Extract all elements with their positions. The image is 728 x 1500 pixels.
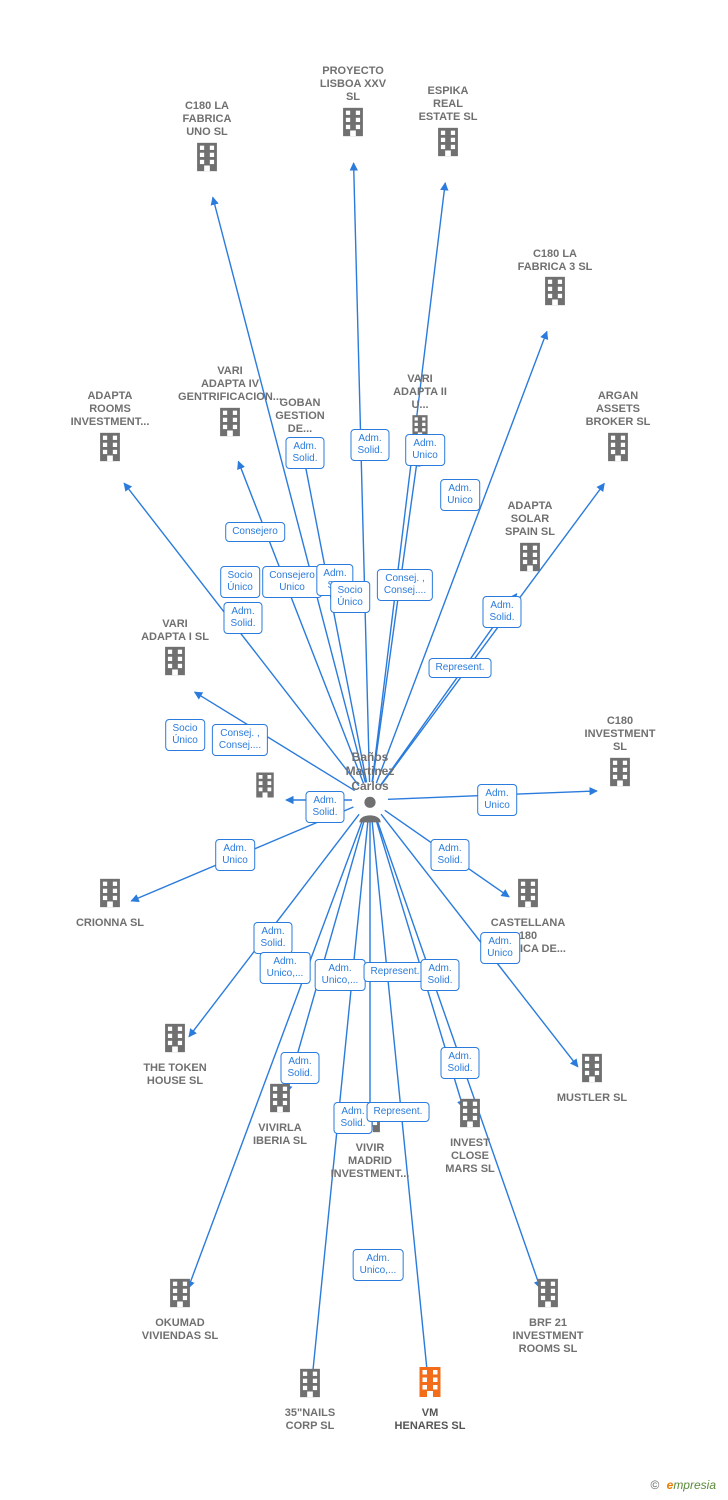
edge-label: Socio Único — [220, 566, 260, 598]
company-label: ADAPTA SOLAR SPAIN SL — [475, 500, 585, 540]
edge-label: Socio Único — [330, 581, 370, 613]
brand-rest: mpresia — [673, 1478, 716, 1492]
company-label: VARI ADAPTA I SL — [120, 618, 230, 644]
company-node[interactable]: VM HENARES SL — [375, 1364, 485, 1433]
footer-credit: © empresia — [650, 1478, 716, 1492]
edge-label: Adm. Unico — [477, 784, 517, 816]
company-label: MUSTLER SL — [537, 1092, 647, 1105]
building-icon — [511, 876, 545, 915]
company-node[interactable]: GOBAN GESTION DE... — [245, 395, 355, 437]
building-icon — [190, 140, 224, 179]
company-node[interactable]: VARI ADAPTA I SL — [120, 616, 230, 683]
company-label: ESPIKA REAL ESTATE SL — [393, 85, 503, 125]
building-icon — [93, 876, 127, 915]
building-icon — [293, 1366, 327, 1405]
edge-label: Represent. — [429, 658, 492, 678]
building-icon — [431, 125, 465, 164]
company-label: VM HENARES SL — [375, 1407, 485, 1433]
company-label: BRF 21 INVESTMENT ROOMS SL — [493, 1317, 603, 1357]
center-person-label: Baños Martinez Carlos — [325, 750, 415, 793]
edge-label: Adm. Unico — [215, 839, 255, 871]
building-icon — [93, 430, 127, 469]
edge-label: Adm. Unico — [480, 932, 520, 964]
company-label: PROYECTO LISBOA XXV SL — [298, 65, 408, 105]
building-icon — [336, 105, 370, 144]
company-node[interactable]: ADAPTA ROOMS INVESTMENT... — [55, 388, 165, 469]
edge-label: Consej. , Consej.... — [212, 724, 268, 756]
company-node[interactable]: THE TOKEN HOUSE SL — [120, 1021, 230, 1088]
company-label: GOBAN GESTION DE... — [245, 397, 355, 437]
building-icon — [575, 1051, 609, 1090]
company-label: 35"NAILS CORP SL — [255, 1407, 365, 1433]
edge-label: Adm. Unico,... — [260, 952, 311, 984]
building-icon — [158, 644, 192, 683]
company-label: INVEST CLOSE MARS SL — [415, 1137, 525, 1177]
company-label: OKUMAD VIVIENDAS SL — [125, 1317, 235, 1343]
company-label: THE TOKEN HOUSE SL — [120, 1062, 230, 1088]
edge-label: Adm. Solid. — [253, 922, 292, 954]
edge-line — [372, 459, 417, 782]
building-icon — [163, 1276, 197, 1315]
edge-label: Adm. Solid. — [482, 596, 521, 628]
edge-line — [213, 197, 366, 782]
company-node[interactable]: MUSTLER SL — [537, 1051, 647, 1105]
building-icon — [531, 1276, 565, 1315]
building-icon — [538, 274, 572, 313]
edge-label: Adm. Unico,... — [353, 1249, 404, 1281]
company-node[interactable]: ESPIKA REAL ESTATE SL — [393, 83, 503, 164]
edge-line — [354, 163, 370, 782]
edge-label: Adm. Solid. — [223, 602, 262, 634]
company-node[interactable]: C180 LA FABRICA UNO SL — [152, 98, 262, 179]
company-node[interactable]: ADAPTA SOLAR SPAIN SL — [475, 498, 585, 579]
edge-label: Adm. Solid. — [440, 1047, 479, 1079]
edge-label: Adm. Solid. — [280, 1052, 319, 1084]
edge-label: Adm. Unico,... — [315, 959, 366, 991]
company-node[interactable]: C180 LA FABRICA 3 SL — [500, 246, 610, 313]
building-icon — [263, 1081, 297, 1120]
company-label: ADAPTA ROOMS INVESTMENT... — [55, 390, 165, 430]
edge-label: Adm. Solid. — [285, 437, 324, 469]
edge-label: Adm. Solid. — [350, 429, 389, 461]
building-icon — [601, 430, 635, 469]
person-icon — [354, 793, 386, 830]
edge-line — [372, 183, 445, 782]
edge-label: Adm. Unico — [405, 434, 445, 466]
building-icon — [250, 770, 280, 805]
building-icon — [412, 1364, 448, 1405]
building-icon — [603, 755, 637, 794]
company-node[interactable]: ARGAN ASSETS BROKER SL — [563, 388, 673, 469]
building-icon — [513, 540, 547, 579]
company-node[interactable]: CRIONNA SL — [55, 876, 165, 930]
company-node[interactable]: OKUMAD VIVIENDAS SL — [125, 1276, 235, 1343]
edge-label: Socio Único — [165, 719, 205, 751]
building-icon — [213, 405, 247, 444]
company-node[interactable] — [210, 770, 320, 807]
network-diagram: Baños Martinez Carlos C180 LA FABRICA UN… — [0, 0, 728, 1500]
edge-label: Adm. Unico — [440, 479, 480, 511]
company-label: C180 LA FABRICA UNO SL — [152, 100, 262, 140]
company-label: ARGAN ASSETS BROKER SL — [563, 390, 673, 430]
edge-label: Consejero — [225, 522, 285, 542]
company-label: VARI ADAPTA II U... — [365, 373, 475, 413]
edge-line — [303, 454, 367, 783]
company-node[interactable]: BRF 21 INVESTMENT ROOMS SL — [493, 1276, 603, 1357]
company-node[interactable]: PROYECTO LISBOA XXV SL — [298, 63, 408, 144]
building-icon — [453, 1096, 487, 1135]
edge-label: Adm. Solid. — [430, 839, 469, 871]
edge-label: Adm. Solid. — [305, 791, 344, 823]
copyright-symbol: © — [650, 1478, 659, 1492]
edge-label: Adm. Solid. — [420, 959, 459, 991]
company-node[interactable]: 35"NAILS CORP SL — [255, 1366, 365, 1433]
company-label: CRIONNA SL — [55, 917, 165, 930]
company-label: C180 INVESTMENT SL — [565, 715, 675, 755]
company-node[interactable]: INVEST CLOSE MARS SL — [415, 1096, 525, 1177]
edge-label: Represent. — [364, 962, 427, 982]
edge-label: Consej. , Consej.... — [377, 569, 433, 601]
company-label: VIVIR MADRID INVESTMENT... — [315, 1142, 425, 1182]
company-label: C180 LA FABRICA 3 SL — [500, 248, 610, 274]
edge-label: Represent. — [367, 1102, 430, 1122]
company-node[interactable]: C180 INVESTMENT SL — [565, 713, 675, 794]
edge-label: Consejero Unico — [262, 566, 322, 598]
building-icon — [158, 1021, 192, 1060]
